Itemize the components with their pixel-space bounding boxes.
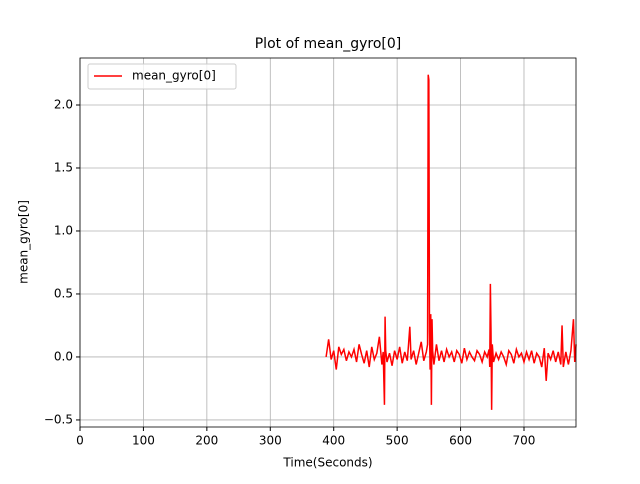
x-tick-label: 300: [259, 434, 282, 448]
x-tick-label: 500: [386, 434, 409, 448]
y-tick-label: 1.5: [54, 160, 73, 174]
x-axis-label: Time(Seconds): [282, 456, 372, 470]
plot-frame: [79, 57, 577, 428]
y-tick-label: 1.0: [54, 223, 73, 237]
legend-box: [87, 63, 237, 90]
y-tick-label: 2.0: [54, 97, 73, 111]
x-tick-label: 200: [195, 434, 218, 448]
legend-label: mean_gyro[0]: [132, 69, 216, 83]
y-axis-label: mean_gyro[0]: [17, 200, 31, 284]
x-tick-label: 400: [322, 434, 345, 448]
x-tick-label: 600: [449, 434, 472, 448]
x-tick-label: 700: [513, 434, 536, 448]
y-tick-label: −0.5: [44, 412, 73, 426]
chart-title: Plot of mean_gyro[0]: [255, 36, 402, 52]
x-tick-label: 0: [76, 434, 84, 448]
y-tick-label: 0.0: [54, 349, 73, 363]
data-line: [325, 74, 577, 410]
y-tick-label: 0.5: [54, 286, 73, 300]
x-tick-label: 100: [132, 434, 155, 448]
